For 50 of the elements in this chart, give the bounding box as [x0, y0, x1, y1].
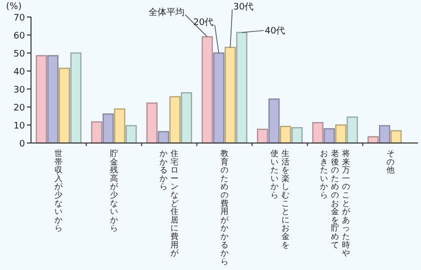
bar — [268, 98, 280, 144]
y-tick-label: 10 — [14, 122, 26, 132]
text: 全体平均 — [148, 6, 184, 18]
bar — [58, 68, 70, 144]
bar — [126, 125, 137, 144]
bar — [256, 128, 268, 144]
text: 20代 — [193, 17, 214, 28]
x-tick-label: 世帯収入が少ないから — [54, 149, 63, 233]
bar — [291, 127, 303, 144]
text: 30代 — [233, 1, 254, 12]
y-tick-label: 20 — [14, 104, 26, 114]
annotation: かかるから — [160, 149, 168, 192]
x-tick-label: その他 — [386, 149, 394, 175]
bar — [236, 32, 248, 144]
bar — [70, 52, 82, 144]
y-tick-label: 60 — [14, 32, 26, 42]
annotation: おきたいから — [320, 149, 328, 200]
bar — [335, 124, 346, 144]
bar — [202, 36, 213, 144]
annotation: 老後のためのお金を貯めて — [331, 149, 340, 250]
bar — [180, 92, 192, 144]
bar — [312, 122, 324, 144]
bar — [346, 116, 358, 144]
bar — [158, 131, 170, 144]
series-label: 40代 — [264, 25, 286, 36]
bar — [213, 52, 224, 144]
x-tick-label: 住宅ローンなど住居に費用が — [170, 149, 179, 258]
x-tick-label: 貯金残高が少ないから — [110, 149, 118, 233]
bar — [379, 125, 390, 144]
bar — [146, 102, 158, 144]
y-tick-label: 70 — [14, 14, 26, 24]
bar — [102, 113, 114, 144]
bar — [169, 96, 181, 144]
y-tick-label: 30 — [14, 86, 26, 96]
bar — [390, 130, 402, 144]
x-tick-label: 教育のための費用がかかるから — [220, 149, 228, 266]
y-axis-title: (%) — [6, 2, 22, 12]
bar — [47, 55, 58, 144]
bar — [280, 126, 292, 144]
annotation: 使いたいから — [270, 149, 278, 200]
x-tick-label: 将来万一のことがあった時や — [342, 149, 350, 258]
bar — [36, 55, 47, 144]
y-tick-label: 50 — [14, 50, 26, 60]
y-tick-label: 40 — [14, 68, 26, 78]
bar — [324, 128, 335, 144]
y-tick-label: 0 — [19, 140, 26, 150]
bar — [91, 121, 102, 144]
bar — [114, 108, 126, 144]
x-tick-label: 生活を楽しむことにお金を — [281, 149, 290, 250]
bar — [224, 46, 236, 144]
